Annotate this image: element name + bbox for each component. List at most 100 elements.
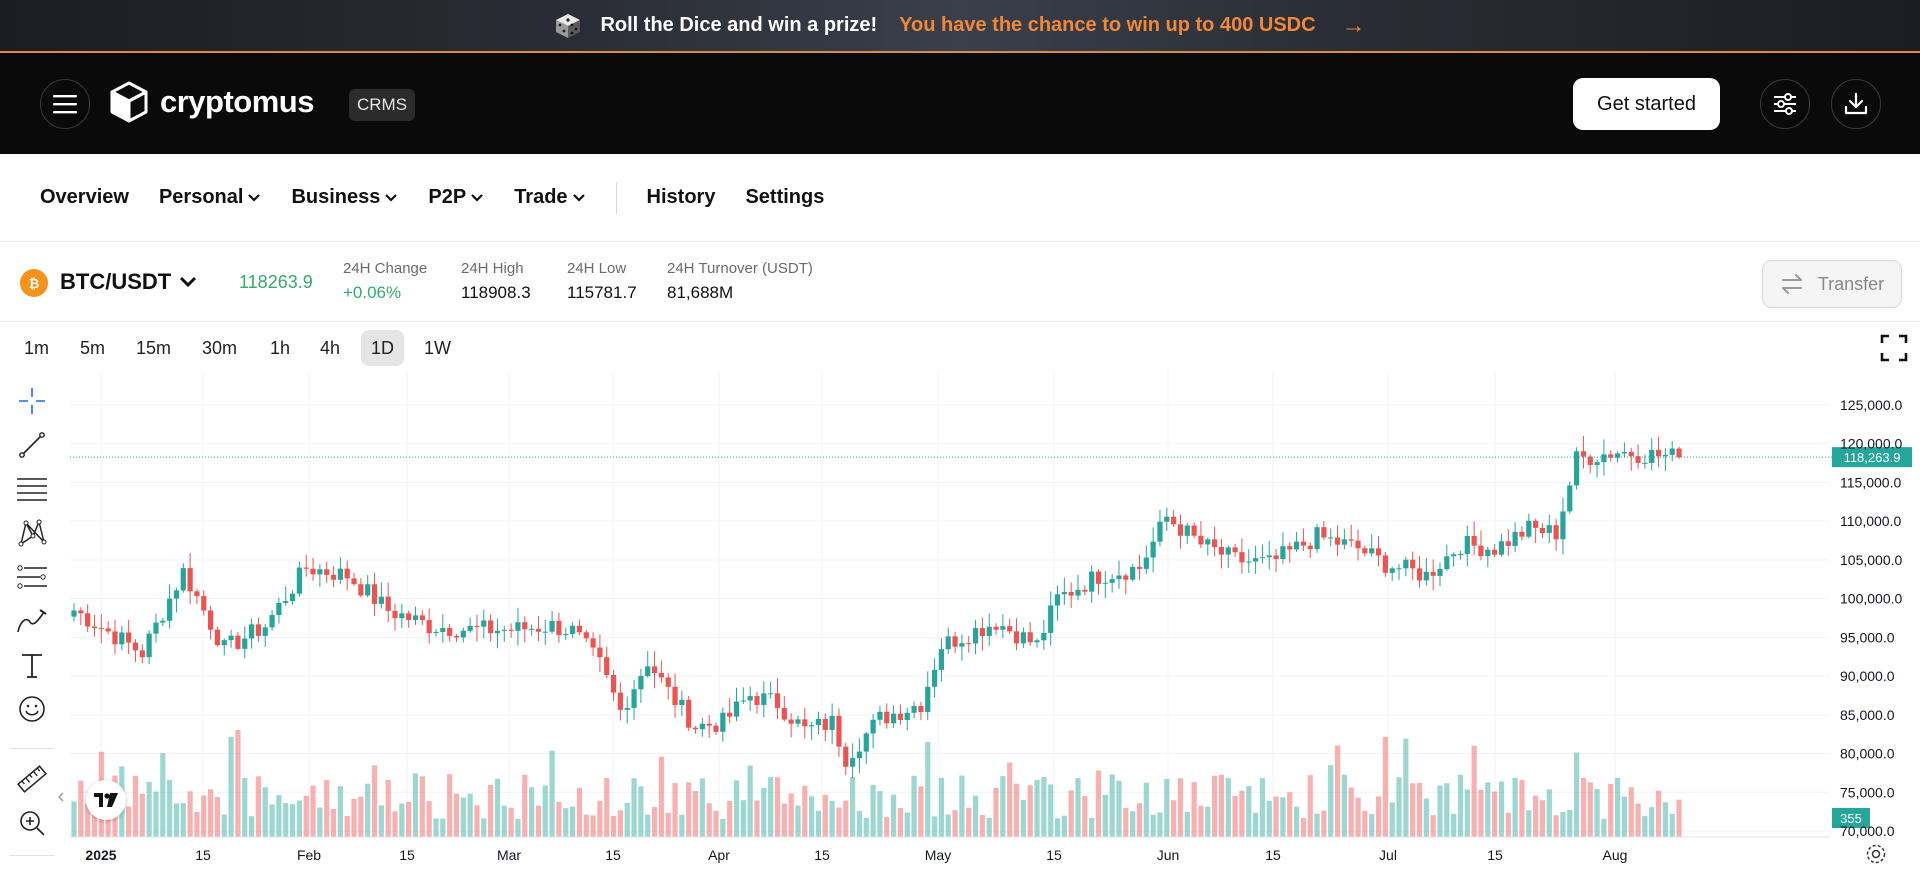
volume-bar xyxy=(180,803,186,837)
volume-bar xyxy=(945,814,951,837)
timeframe-1h[interactable]: 1h xyxy=(270,337,291,358)
candle-body xyxy=(931,669,938,687)
menu-button[interactable] xyxy=(40,79,90,129)
candle-body xyxy=(843,746,849,767)
volume-bar xyxy=(1478,789,1484,837)
volume-bar xyxy=(884,816,890,837)
volume-bar xyxy=(1246,786,1252,837)
candle-body xyxy=(856,751,863,759)
tradingview-logo[interactable] xyxy=(86,780,126,820)
arrow-right-icon[interactable]: → xyxy=(1341,11,1366,39)
candle-body xyxy=(1034,640,1040,643)
candle-body xyxy=(583,632,589,639)
horizontal-lines-tool[interactable] xyxy=(14,471,50,507)
settings-button[interactable] xyxy=(1760,79,1810,129)
volume-bar xyxy=(877,791,883,837)
promo-offer[interactable]: You have the chance to win up to 400 USD… xyxy=(899,14,1316,36)
candle-body xyxy=(255,624,262,636)
timeframe-15m[interactable]: 15m xyxy=(136,337,172,358)
volume-bar xyxy=(972,795,979,837)
volume-bar xyxy=(918,786,924,837)
pattern-tool[interactable] xyxy=(14,515,50,551)
x-tick-label: 15 xyxy=(605,847,621,863)
candle-body xyxy=(1621,451,1628,454)
nav-history[interactable]: History xyxy=(647,186,716,209)
candle-body xyxy=(829,715,835,730)
volume-bar xyxy=(706,803,712,837)
timeframe-5m[interactable]: 5m xyxy=(80,337,106,358)
candle-body xyxy=(208,610,214,630)
timeframe-1w[interactable]: 1W xyxy=(424,337,451,358)
stat-value: 81,688M xyxy=(667,283,734,302)
nav-divider xyxy=(615,181,617,214)
nav-overview[interactable]: Overview xyxy=(40,186,129,209)
candle-body xyxy=(385,596,391,611)
candle-body xyxy=(1492,549,1498,555)
promo-banner[interactable]: Roll the Dice and win a prize! You have … xyxy=(0,0,1920,53)
trend-line-tool[interactable] xyxy=(14,427,50,463)
volume-bar xyxy=(1082,796,1088,837)
nav-settings[interactable]: Settings xyxy=(745,186,824,209)
candle-body xyxy=(1662,454,1668,457)
nav-business[interactable]: Business xyxy=(291,186,398,209)
transfer-button[interactable]: Transfer xyxy=(1762,260,1902,308)
brush-tool[interactable] xyxy=(14,603,50,639)
volume-bar xyxy=(371,765,378,837)
x-tick-label: 15 xyxy=(399,847,415,863)
volume-bar xyxy=(1423,798,1429,837)
volume-bar xyxy=(1212,775,1218,837)
candle-body xyxy=(706,723,712,726)
volume-bar xyxy=(891,794,897,837)
zoom-tool[interactable] xyxy=(14,805,50,841)
volume-bar xyxy=(1232,795,1238,837)
candle-body xyxy=(180,568,186,591)
crosshair-tool[interactable] xyxy=(14,383,50,419)
nav-p2p[interactable]: P2P xyxy=(428,186,484,209)
pair-selector[interactable]: BTC/USDT xyxy=(60,269,197,295)
emoji-tool[interactable] xyxy=(14,691,50,727)
candle-body xyxy=(768,693,774,695)
candle-body xyxy=(1451,554,1457,557)
volume-bar xyxy=(1293,806,1300,837)
x-tick-label: Jun xyxy=(1157,847,1180,863)
candle-body xyxy=(720,712,726,732)
volume-bar xyxy=(324,780,330,837)
volume-bar xyxy=(269,804,275,837)
download-button[interactable] xyxy=(1831,79,1881,129)
timeframe-1m[interactable]: 1m xyxy=(24,337,50,358)
candle-body xyxy=(952,636,958,647)
volume-bar xyxy=(733,780,740,837)
volume-bar xyxy=(1498,781,1505,837)
brand-logo[interactable]: cryptomus xyxy=(110,81,314,123)
price-chart[interactable]: 118,263.9 355 125,000.0 120,000.0 115,000.0… xyxy=(0,370,1920,870)
candle-body xyxy=(1102,582,1108,584)
candle-body xyxy=(501,629,507,631)
candlestick-chart[interactable]: 118,263.9 355 125,000.0 120,000.0 115,000.0… xyxy=(0,370,1920,870)
candle-body xyxy=(925,686,931,712)
ruler-tool[interactable] xyxy=(14,761,50,797)
fullscreen-icon[interactable] xyxy=(1880,334,1908,362)
timeframe-4h[interactable]: 4h xyxy=(320,337,341,358)
get-started-button[interactable]: Get started xyxy=(1573,78,1720,130)
volume-bar xyxy=(1389,802,1395,837)
volume-bar xyxy=(283,803,289,837)
timeframe-1d[interactable]: 1D xyxy=(361,330,405,366)
text-tool[interactable] xyxy=(14,647,50,683)
volume-bar xyxy=(1143,782,1149,837)
collapse-toolbar-icon[interactable] xyxy=(54,790,68,804)
candle-body xyxy=(966,643,972,645)
candle-body xyxy=(1123,575,1129,580)
volume-bar xyxy=(1334,745,1341,837)
volume-bar xyxy=(1655,790,1662,837)
fib-levels-tool[interactable] xyxy=(14,559,50,595)
stat-24h-change: 24H Change +0.06% xyxy=(343,260,427,303)
volume-bar xyxy=(1396,777,1402,837)
candle-body xyxy=(1259,557,1266,559)
volume-bar xyxy=(1164,778,1170,837)
nav-personal[interactable]: Personal xyxy=(159,186,261,209)
pair-label: BTC/USDT xyxy=(60,269,172,294)
chart-settings-icon[interactable] xyxy=(1864,842,1888,866)
nav-trade[interactable]: Trade xyxy=(514,186,585,209)
timeframe-30m[interactable]: 30m xyxy=(202,337,238,358)
candle-body xyxy=(1410,559,1416,569)
